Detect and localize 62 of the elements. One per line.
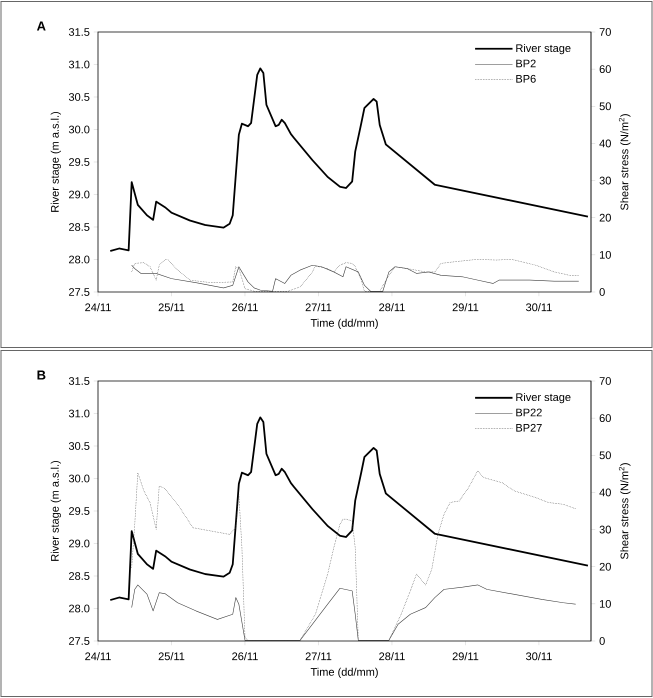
x-tick-label: 28/11	[379, 652, 405, 660]
x-tick-label: 27/11	[306, 652, 332, 660]
y2-tick-label: 0	[600, 288, 605, 296]
y-tick-label: 30.5	[68, 93, 90, 101]
legend-label: BP2	[516, 60, 536, 68]
y-tick-label: 30.0	[68, 126, 90, 134]
x-axis-title: Time (dd/mm)	[310, 318, 378, 329]
chart-title: B	[37, 370, 46, 380]
y2-tick-label: 60	[600, 414, 611, 422]
y2-tick-label: 10	[600, 250, 611, 259]
legend-label: BP27	[516, 424, 542, 432]
x-tick-label: 25/11	[158, 303, 184, 312]
y2-tick-label: 20	[600, 562, 611, 571]
y2-tick-label: 40	[599, 488, 611, 496]
y2-tick-label: 30	[600, 526, 611, 534]
y-tick-label: 31.0	[68, 410, 90, 418]
x-tick-label: 27/11	[306, 303, 332, 312]
y2-tick-label: 0	[600, 637, 605, 645]
y2-tick-label: 60	[600, 65, 611, 74]
y-tick-label: 30.0	[68, 474, 90, 482]
x-tick-label: 29/11	[452, 303, 478, 312]
y2-tick-label: 40	[599, 140, 611, 148]
legend-label: River stage	[516, 44, 571, 54]
x-axis-title: Time (dd/mm)	[310, 668, 378, 678]
x-tick-label: 25/11	[158, 652, 184, 660]
x-tick-label: 29/11	[452, 652, 478, 660]
y-tick-label: 29.0	[69, 190, 90, 198]
y-tick-label: 30.5	[68, 442, 90, 450]
y-tick-label: 31.5	[68, 28, 90, 36]
legend-label: BP22	[516, 408, 542, 416]
y-tick-label: 27.5	[69, 637, 90, 645]
y2-tick-label: 50	[600, 451, 611, 460]
y-axis-title: River stage (m a.s.l.)	[50, 460, 61, 561]
y2-tick-label: 30	[600, 176, 611, 184]
y-tick-label: 31.5	[68, 377, 90, 385]
y2-tick-label: 70	[600, 377, 611, 385]
y2-tick-label: 50	[600, 102, 611, 110]
y-tick-label: 28.5	[69, 223, 90, 231]
x-tick-label: 30/11	[526, 303, 552, 312]
y-tick-label: 31.0	[68, 60, 90, 68]
x-tick-label: 24/11	[85, 652, 111, 660]
y-tick-label: 27.5	[69, 288, 90, 296]
x-tick-label: 26/11	[232, 652, 258, 660]
y2-axis-title: Shear stress (N/m$^{2}$)	[618, 463, 631, 560]
chart-title: A	[36, 22, 46, 30]
y-tick-label: 29.5	[69, 507, 90, 515]
y2-tick-label: 20	[600, 214, 611, 222]
y2-tick-label: 70	[600, 28, 611, 36]
legend-label: River stage	[516, 392, 571, 404]
y-tick-label: 29.5	[69, 158, 90, 166]
y-tick-label: 29.0	[69, 540, 90, 548]
y2-axis-title: Shear stress (N/m$^{2}$)	[618, 114, 631, 210]
legend-label: BP6	[516, 74, 536, 83]
y-tick-label: 28.5	[69, 572, 90, 580]
y-tick-label: 28.0	[69, 256, 90, 264]
x-tick-label: 24/11	[85, 303, 111, 312]
y-tick-label: 28.0	[69, 604, 90, 612]
x-tick-label: 28/11	[379, 303, 405, 312]
x-tick-label: 30/11	[526, 652, 552, 660]
y2-tick-label: 10	[600, 600, 611, 608]
y-axis-title: River stage (m a.s.l.)	[50, 112, 61, 212]
x-tick-label: 26/11	[232, 303, 258, 312]
